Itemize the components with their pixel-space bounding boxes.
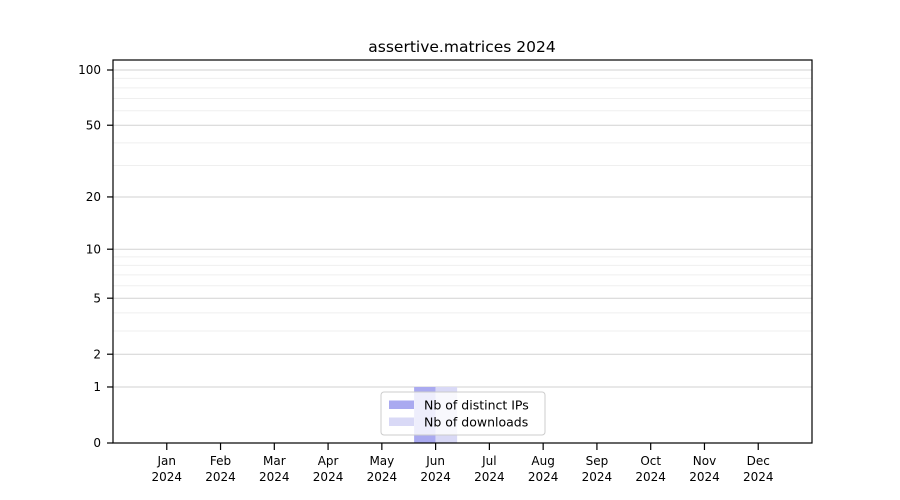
x-tick-label-month: Oct [640, 454, 661, 468]
y-tick-label: 5 [93, 291, 101, 305]
x-tick-label-year: 2024 [474, 470, 505, 484]
y-tick-label: 20 [86, 190, 101, 204]
x-tick-label-year: 2024 [528, 470, 559, 484]
legend: Nb of distinct IPs Nb of downloads [380, 391, 546, 436]
x-tick-label-month: Mar [263, 454, 286, 468]
legend-label-downloads: Nb of downloads [424, 415, 528, 430]
x-tick-label-year: 2024 [151, 470, 182, 484]
x-tick-label-year: 2024 [582, 470, 613, 484]
x-tick-label-year: 2024 [635, 470, 666, 484]
x-tick-label-year: 2024 [689, 470, 720, 484]
x-tick-label-year: 2024 [205, 470, 236, 484]
y-tick-label: 10 [86, 242, 101, 256]
legend-swatch-downloads-icon [389, 417, 414, 426]
x-tick-label-month: Jun [425, 454, 445, 468]
plot-background [113, 60, 812, 443]
x-tick-label-month: Jul [481, 454, 496, 468]
x-tick-label-month: May [369, 454, 394, 468]
y-tick-label: 0 [93, 436, 101, 450]
legend-box [380, 391, 546, 436]
x-tick-label-month: Feb [210, 454, 231, 468]
x-tick-label-year: 2024 [259, 470, 290, 484]
x-tick-label-month: Nov [693, 454, 716, 468]
y-tick-label: 1 [93, 380, 101, 394]
x-tick-label-month: Apr [318, 454, 339, 468]
x-tick-label-year: 2024 [367, 470, 398, 484]
y-tick-label: 2 [93, 347, 101, 361]
legend-label-distinct-ips: Nb of distinct IPs [424, 398, 529, 413]
y-tick-label: 100 [78, 63, 101, 77]
x-tick-label-year: 2024 [743, 470, 774, 484]
chart-title: assertive.matrices 2024 [368, 38, 555, 56]
plot-frame [112, 59, 813, 444]
x-tick-label-month: Jan [157, 454, 177, 468]
x-tick-label-year: 2024 [313, 470, 344, 484]
x-tick-label-month: Sep [586, 454, 609, 468]
x-tick-label-month: Aug [531, 454, 554, 468]
legend-swatch-distinct-ips-icon [389, 400, 414, 409]
x-tick-label-year: 2024 [420, 470, 451, 484]
y-tick-label: 50 [86, 118, 101, 132]
x-tick-label-month: Dec [747, 454, 770, 468]
